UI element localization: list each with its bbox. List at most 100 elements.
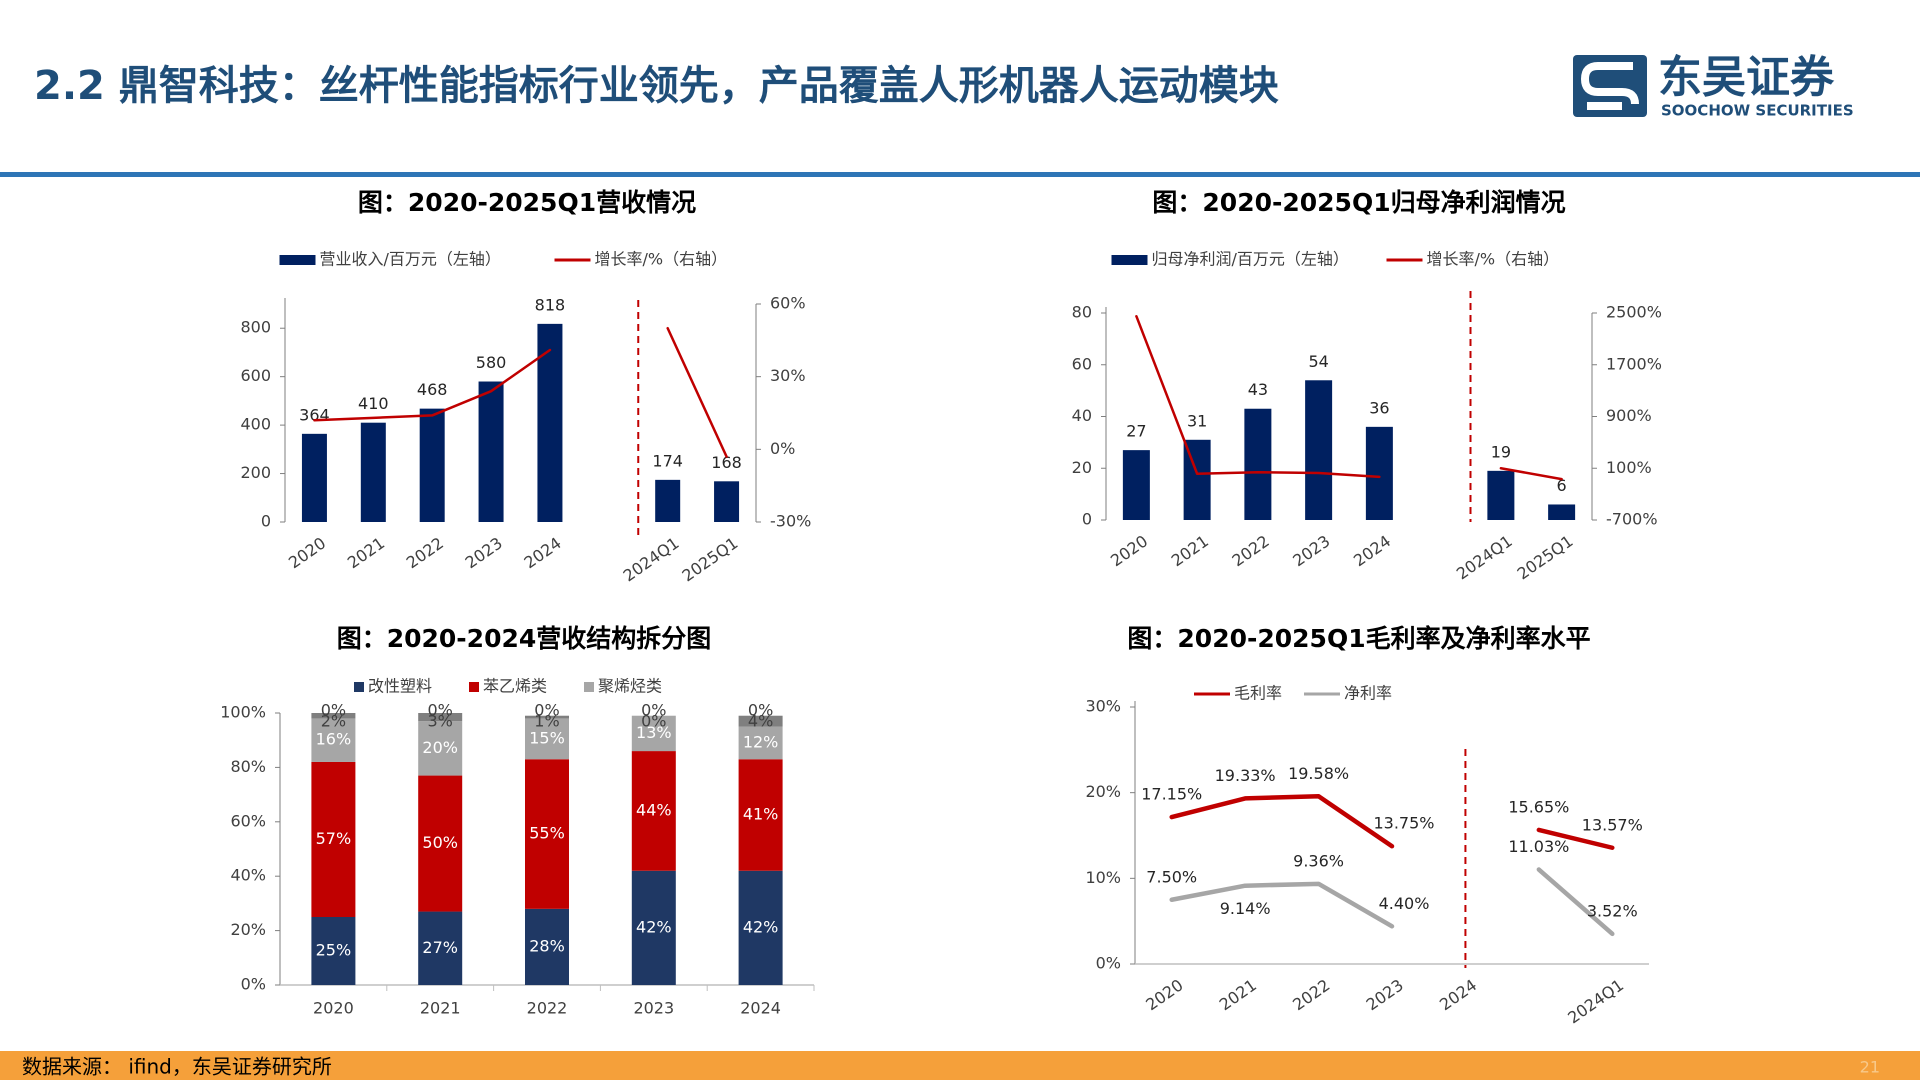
data-label: 168 <box>711 453 742 472</box>
logo-subtext: SOOCHOW SECURITIES <box>1661 102 1854 120</box>
bar <box>525 908 569 985</box>
y2-tick-label: 2500% <box>1606 303 1662 322</box>
x-tick-label: 2022 <box>1228 531 1272 570</box>
data-label: 36 <box>1369 398 1389 417</box>
footer-bar <box>0 1051 1920 1080</box>
y-tick-label: 0 <box>1082 510 1092 529</box>
data-label: 31 <box>1187 411 1207 430</box>
legend-label: 毛利率 <box>1234 684 1282 703</box>
x-tick-label: 2021 <box>420 999 461 1018</box>
bar <box>418 775 463 912</box>
bar <box>1487 470 1515 520</box>
logo: 东吴证券 SOOCHOW SECURITIES <box>1573 52 1854 120</box>
y2-tick-label: 100% <box>1606 458 1652 477</box>
legend-swatch <box>1111 255 1148 265</box>
legend-label: 归母净利润/百万元（左轴） <box>1152 250 1349 269</box>
chart-title: 图：2020-2025Q1归母净利润情况 <box>1152 188 1565 217</box>
page-title: 2.2 鼎智科技：丝杆性能指标行业领先，产品覆盖人形机器人运动模块 <box>34 63 1279 109</box>
x-tick-label: 2023 <box>633 999 674 1018</box>
legend-label: 苯乙烯类 <box>483 677 547 696</box>
bar <box>537 323 563 522</box>
bar <box>311 718 356 762</box>
legend-label: 改性塑料 <box>368 677 432 696</box>
data-label: 468 <box>417 380 448 399</box>
x-tick-label: 2020 <box>313 999 354 1018</box>
data-label: 7.50% <box>1146 867 1197 886</box>
data-label: 13.75% <box>1373 814 1434 833</box>
bar <box>738 726 783 760</box>
bar <box>418 911 463 985</box>
bar <box>311 713 356 719</box>
y2-tick-label: -700% <box>1606 510 1658 529</box>
data-label: 27 <box>1126 422 1146 441</box>
y2-tick-label: 1700% <box>1606 354 1662 373</box>
x-tick-label: 2023 <box>1363 975 1407 1014</box>
y-tick-label: 40% <box>230 866 266 885</box>
bar <box>478 381 504 522</box>
line-series <box>1169 794 1615 850</box>
bar <box>418 713 463 722</box>
data-label: 57% <box>316 829 352 848</box>
legend-label: 增长率/%（右轴） <box>1427 250 1560 269</box>
bar <box>1244 408 1272 520</box>
x-tick-label: 2025Q1 <box>679 533 742 585</box>
chart: 图：2020-2024营收结构拆分图 0% 20% 40% 60% 80% 100% 2020… <box>220 624 815 1018</box>
chart: 图：2020-2025Q1毛利率及净利率水平 0% 10% 20% 30% 2020 202… <box>1085 624 1649 1027</box>
y-tick-label: 100% <box>220 703 266 722</box>
data-label: 0% <box>641 701 666 720</box>
data-label: 43 <box>1248 380 1268 399</box>
y2-tick-label: 30% <box>770 366 806 385</box>
line-series <box>1169 867 1615 937</box>
y-tick-label: 30% <box>1085 697 1121 716</box>
data-label: 0% <box>748 701 773 720</box>
y-tick-label: 200 <box>240 463 271 482</box>
logo-text: 东吴证券 <box>1658 52 1835 103</box>
y-tick-label: 600 <box>240 366 271 385</box>
legend-label: 聚烯烃类 <box>598 677 662 696</box>
bar <box>631 751 676 871</box>
bar <box>301 433 327 522</box>
x-tick-label: 2024Q1 <box>1564 975 1627 1027</box>
y-tick-label: 10% <box>1085 868 1121 887</box>
chart-title: 图：2020-2024营收结构拆分图 <box>337 624 712 653</box>
data-label: 15% <box>529 728 565 747</box>
chart: 图：2020-2025Q1归母净利润情况 0 20 40 60 80 -700% 100% 90… <box>1072 188 1662 583</box>
y-tick-label: 20% <box>1085 782 1121 801</box>
bar <box>419 408 445 522</box>
y-tick-label: 400 <box>240 415 271 434</box>
data-label: 0% <box>641 712 666 731</box>
data-label: 19.33% <box>1215 766 1276 785</box>
legend-label: 营业收入/百万元（左轴） <box>320 250 501 269</box>
data-label: 19.58% <box>1288 764 1349 783</box>
data-label: 54 <box>1308 352 1328 371</box>
data-label: 410 <box>358 394 389 413</box>
data-label: 9.14% <box>1220 899 1271 918</box>
data-label: 0% <box>321 701 346 720</box>
y-tick-label: 80% <box>230 757 266 776</box>
y2-tick-label: 60% <box>770 294 806 313</box>
y-tick-label: 0% <box>241 975 266 994</box>
bar <box>631 870 676 985</box>
x-tick-label: 2020 <box>1142 975 1186 1014</box>
data-label: 44% <box>636 800 672 819</box>
x-tick-label: 2024 <box>521 533 565 572</box>
x-tick-label: 2023 <box>1289 531 1333 570</box>
x-tick-label: 2025Q1 <box>1514 531 1577 583</box>
data-label: 13% <box>636 723 672 742</box>
data-label: 42% <box>636 917 672 936</box>
x-tick-label: 2020 <box>285 533 329 572</box>
data-label: 0% <box>534 701 559 720</box>
x-tick-label: 2022 <box>1289 975 1333 1014</box>
y-tick-label: 80 <box>1072 303 1092 322</box>
data-label: 580 <box>476 353 507 372</box>
y2-tick-label: 900% <box>1606 406 1652 425</box>
data-label: 17.15% <box>1141 785 1202 804</box>
y-tick-label: 40 <box>1072 406 1092 425</box>
bar <box>525 715 569 719</box>
legend-swatch <box>469 682 479 692</box>
data-label: 28% <box>529 936 565 955</box>
data-label: 20% <box>422 738 458 757</box>
data-label: 12% <box>743 732 779 751</box>
data-label: 2% <box>321 712 346 731</box>
x-tick-label: 2022 <box>403 533 447 572</box>
